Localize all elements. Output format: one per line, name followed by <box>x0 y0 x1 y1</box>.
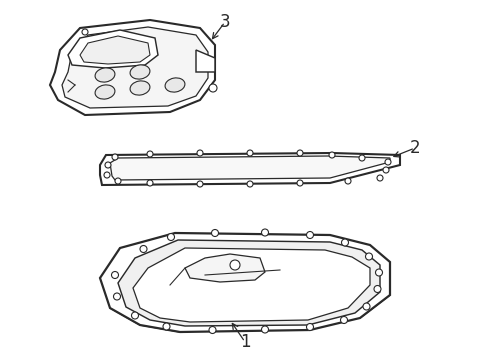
Circle shape <box>147 151 153 157</box>
Circle shape <box>197 150 203 156</box>
Circle shape <box>212 230 219 237</box>
Text: 2: 2 <box>410 139 420 157</box>
Circle shape <box>297 150 303 156</box>
Circle shape <box>147 180 153 186</box>
Circle shape <box>163 323 170 330</box>
Circle shape <box>82 29 88 35</box>
Polygon shape <box>355 292 390 318</box>
Circle shape <box>345 178 351 184</box>
Polygon shape <box>185 254 265 282</box>
Circle shape <box>230 260 240 270</box>
Circle shape <box>359 155 365 161</box>
Circle shape <box>366 253 372 260</box>
Polygon shape <box>118 240 380 326</box>
Circle shape <box>131 312 139 319</box>
Circle shape <box>341 316 347 324</box>
Circle shape <box>140 246 147 252</box>
Circle shape <box>209 327 216 333</box>
Polygon shape <box>133 248 370 322</box>
Circle shape <box>307 324 314 330</box>
Circle shape <box>307 231 314 239</box>
Polygon shape <box>68 30 158 68</box>
Circle shape <box>105 162 111 168</box>
Circle shape <box>247 150 253 156</box>
Circle shape <box>377 175 383 181</box>
Circle shape <box>168 234 174 240</box>
Circle shape <box>262 326 269 333</box>
Circle shape <box>363 303 370 310</box>
Circle shape <box>375 269 383 276</box>
Polygon shape <box>196 50 215 72</box>
Circle shape <box>383 167 389 173</box>
Circle shape <box>104 172 110 178</box>
Ellipse shape <box>165 78 185 92</box>
Polygon shape <box>62 27 208 108</box>
Polygon shape <box>50 20 215 115</box>
Circle shape <box>112 154 118 160</box>
Ellipse shape <box>95 68 115 82</box>
Polygon shape <box>80 36 150 64</box>
Circle shape <box>209 84 217 92</box>
Circle shape <box>374 285 381 292</box>
Circle shape <box>262 229 269 236</box>
Ellipse shape <box>130 81 150 95</box>
Circle shape <box>197 181 203 187</box>
Polygon shape <box>110 307 180 332</box>
Circle shape <box>247 181 253 187</box>
Polygon shape <box>110 156 390 180</box>
Text: 3: 3 <box>220 13 230 31</box>
Text: 1: 1 <box>240 333 250 351</box>
Polygon shape <box>100 153 400 185</box>
Circle shape <box>114 293 121 300</box>
Circle shape <box>115 178 121 184</box>
Polygon shape <box>100 233 390 332</box>
Circle shape <box>329 152 335 158</box>
Circle shape <box>297 180 303 186</box>
Ellipse shape <box>130 65 150 79</box>
Circle shape <box>385 159 391 165</box>
Circle shape <box>342 239 348 246</box>
Ellipse shape <box>95 85 115 99</box>
Circle shape <box>112 271 119 279</box>
